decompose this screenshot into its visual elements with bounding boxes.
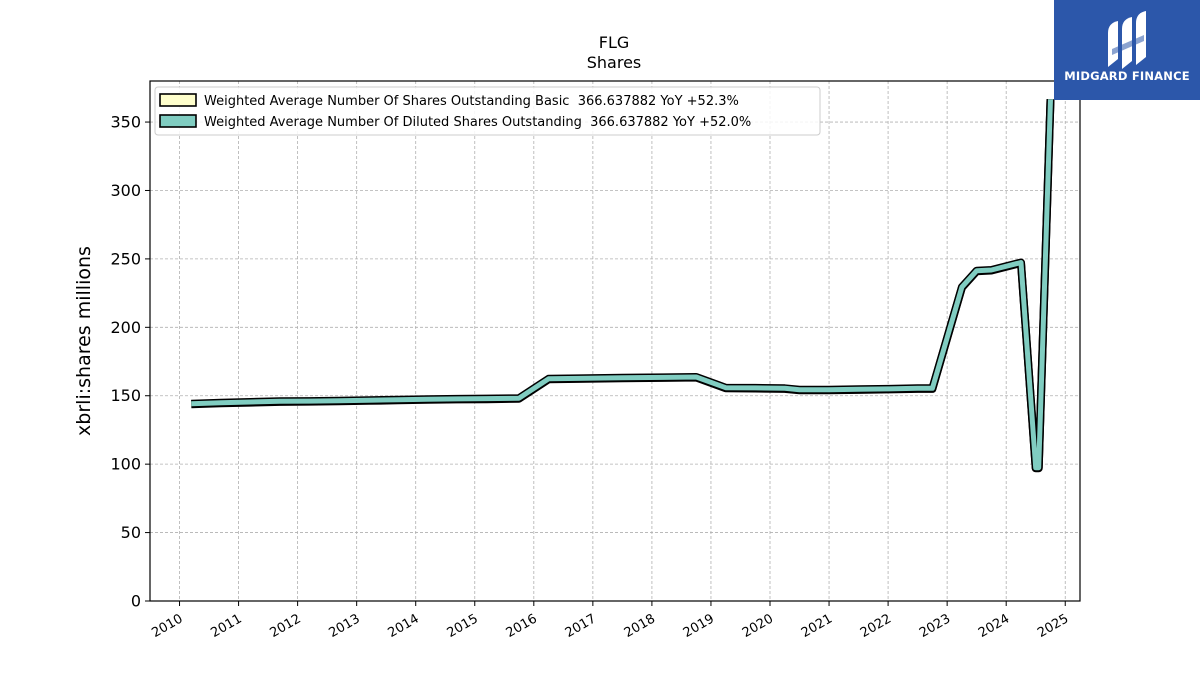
y-tick-label: 250 xyxy=(110,249,141,268)
x-tick-label: 2021 xyxy=(799,611,835,641)
series-outline xyxy=(191,99,1055,473)
y-tick-label: 350 xyxy=(110,113,141,132)
y-tick-label: 50 xyxy=(121,523,141,542)
x-tick-label: 2010 xyxy=(149,611,185,641)
legend-swatch-basic xyxy=(159,93,197,107)
series-line-1 xyxy=(191,99,1053,471)
plot-frame xyxy=(149,80,1081,602)
x-tick-label: 2022 xyxy=(858,611,894,641)
midgard-finance-logo: MIDGARD FINANCE xyxy=(1054,0,1200,100)
chart-title: FLG xyxy=(599,33,630,52)
y-tick-label: 200 xyxy=(110,318,141,337)
x-tick-label: 2023 xyxy=(917,611,953,641)
legend-box xyxy=(154,86,821,136)
legend: Weighted Average Number Of Shares Outsta… xyxy=(154,86,821,136)
x-tick-label: 2020 xyxy=(740,611,776,641)
x-tick-label: 2024 xyxy=(976,611,1012,641)
x-tick-label: 2025 xyxy=(1035,611,1071,641)
logo-mark-icon xyxy=(1108,11,1146,69)
x-tick-label: 2012 xyxy=(267,611,303,641)
series-lines xyxy=(191,99,1055,473)
x-tick-label: 2015 xyxy=(445,611,481,641)
y-tick-label: 150 xyxy=(110,386,141,405)
y-axis: 0 50 100 150 200 250 300 350 xyxy=(110,113,150,611)
legend-swatch-diluted xyxy=(159,114,197,128)
chart-subtitle: Shares xyxy=(587,53,642,72)
legend-label-basic: Weighted Average Number Of Shares Outsta… xyxy=(204,94,739,109)
y-axis-label: xbrli:shares millions xyxy=(73,246,95,436)
x-tick-label: 2013 xyxy=(327,611,363,641)
x-tick-label: 2014 xyxy=(386,611,422,641)
x-tick-label: 2019 xyxy=(681,611,717,641)
series-outline xyxy=(191,99,1055,472)
series-line-0 xyxy=(191,99,1053,471)
y-tick-label: 300 xyxy=(110,181,141,200)
legend-label-diluted: Weighted Average Number Of Diluted Share… xyxy=(204,115,751,130)
x-tick-label: 2011 xyxy=(208,611,244,641)
logo-text: MIDGARD FINANCE xyxy=(1064,69,1190,83)
grid xyxy=(150,81,1080,602)
x-axis: 2010 2011 2012 2013 2014 2015 2016 2017 2018 2019… xyxy=(149,601,1071,641)
x-tick-label: 2016 xyxy=(504,611,540,641)
y-tick-label: 0 xyxy=(131,592,141,611)
x-tick-label: 2018 xyxy=(622,611,658,641)
x-tick-label: 2017 xyxy=(563,611,599,641)
y-tick-label: 100 xyxy=(110,455,141,474)
